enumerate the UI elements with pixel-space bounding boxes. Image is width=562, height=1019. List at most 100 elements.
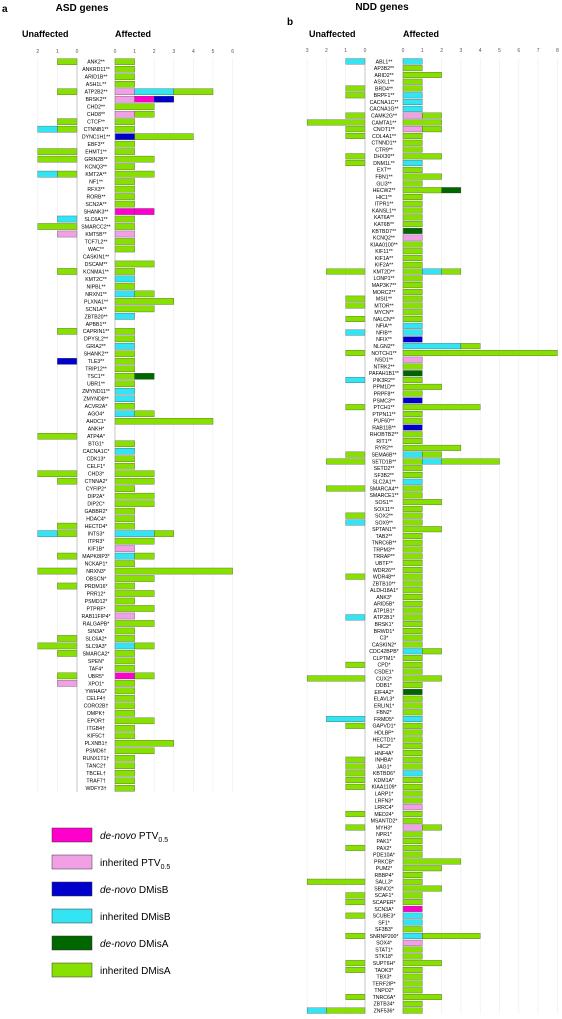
gene-label: SHANK3** [84, 209, 109, 215]
bar-affected [114, 155, 155, 163]
gene-label: MSI1** [376, 297, 392, 303]
gene-label: DIP2A* [87, 494, 104, 500]
bar-affected [402, 580, 423, 587]
bar-affected [402, 844, 423, 851]
bar-affected [114, 710, 135, 717]
bar-affected [114, 200, 135, 208]
bar-affected [114, 80, 135, 88]
gene-row: WAC** [88, 245, 135, 253]
gene-label: PSMD6† [86, 749, 107, 755]
bar-affected [402, 566, 423, 573]
gene-label: BRPF1** [374, 93, 395, 99]
bar-affected [134, 552, 155, 560]
legend-label: de-novo PTV0.5 [100, 831, 168, 844]
bar-affected [402, 689, 423, 695]
bar-affected [402, 417, 423, 424]
bar-affected [402, 946, 423, 953]
bar-affected [460, 343, 481, 350]
bar-unaffected [345, 295, 366, 302]
gene-row: ITPR1** [375, 200, 423, 208]
gene-label: ANK2** [87, 60, 105, 66]
gene-row: KMT2A** [37, 170, 155, 178]
gene-row: INTS3* [37, 530, 174, 537]
gene-row: PIK3R2** [345, 377, 423, 384]
bar-affected [402, 878, 423, 885]
bar-affected [134, 95, 155, 103]
gene-row: FBN2* [376, 709, 423, 716]
bar-unaffected [345, 302, 366, 309]
bar-unaffected [37, 170, 58, 178]
gene-row: ARID5B* [374, 600, 423, 608]
gene-label: CNOT1** [373, 127, 395, 133]
gene-label: TRIP12** [85, 367, 107, 373]
bar-affected [402, 682, 423, 689]
gene-row: CDK13* [87, 455, 135, 463]
bar-unaffected [345, 451, 366, 458]
tick-label: 3 [306, 48, 309, 54]
bar-affected [402, 58, 423, 65]
gene-label: STK18* [375, 954, 393, 960]
gene-label: CAPRIN1** [83, 329, 110, 335]
gene-row: DMPK† [87, 710, 135, 717]
bar-affected [402, 770, 423, 777]
gene-label: HECW2** [373, 188, 396, 194]
bar-unaffected [345, 519, 366, 526]
gene-row: ACVR2A* [85, 403, 135, 410]
bar-unaffected [57, 170, 78, 178]
bar-affected [114, 298, 174, 305]
gene-row: RHOBTB2** [370, 431, 423, 438]
bar-unaffected [345, 824, 366, 831]
gene-label: MAPK8IP3* [82, 554, 109, 560]
gene-label: OBSCN* [86, 576, 106, 582]
gene-label: SUPT6H* [373, 961, 396, 967]
gene-label: CORO2B† [84, 704, 109, 710]
bar-affected [114, 657, 135, 665]
bar-affected [114, 275, 135, 283]
bar-unaffected [57, 552, 78, 560]
bar-affected [402, 377, 423, 383]
bar-affected [114, 785, 135, 792]
gene-label: CACNA1C* [83, 449, 110, 455]
gene-label: PDE10A* [373, 853, 395, 859]
gene-row: ZBTB10** [372, 580, 423, 587]
gene-row: DNM1L** [345, 160, 423, 167]
bar-affected [402, 261, 423, 268]
bar-unaffected [345, 512, 366, 519]
bar-affected [114, 627, 135, 635]
gene-row: CSDE1* [374, 668, 423, 675]
bar-affected [402, 309, 423, 316]
gene-label: CYFIP2* [86, 487, 106, 493]
bar-unaffected [37, 125, 58, 133]
gene-label: WAC** [88, 247, 104, 253]
bar-affected [402, 743, 423, 750]
gene-row: NF1** [89, 178, 135, 185]
tick-label: 2 [36, 49, 39, 55]
gene-label: KAT6A** [374, 215, 394, 221]
bar-unaffected [57, 125, 78, 133]
gene-row: PPM1D** [373, 383, 442, 391]
bar-affected [441, 187, 462, 194]
gene-row: SCN1A** [85, 305, 155, 313]
gene-row: ALDH18A1* [370, 587, 423, 594]
bar-unaffected [345, 153, 366, 160]
bar-affected [402, 92, 423, 99]
gene-row: STK18* [375, 953, 423, 960]
gene-row: ASH1L** [86, 80, 135, 88]
gene-row: LRRC4* [374, 804, 423, 811]
bar-affected [114, 567, 233, 575]
legend-swatch [51, 854, 93, 870]
gene-label: C3* [380, 636, 389, 642]
bar-affected [114, 290, 135, 298]
gene-row: PRR12* [87, 590, 155, 597]
gene-label: TNPO2* [374, 988, 393, 994]
affected-label: Affected [115, 29, 151, 39]
bar-affected [114, 582, 135, 590]
gene-label: MYCN** [374, 310, 393, 316]
bar-affected [402, 994, 442, 1000]
bar-affected [402, 112, 423, 119]
gene-label: TNRC6B** [372, 541, 397, 547]
gene-row: LARP1* [375, 790, 423, 798]
gene-row: SLC6A2* [57, 635, 135, 642]
bar-affected [114, 462, 135, 470]
gene-row: WDFY3† [85, 785, 135, 792]
